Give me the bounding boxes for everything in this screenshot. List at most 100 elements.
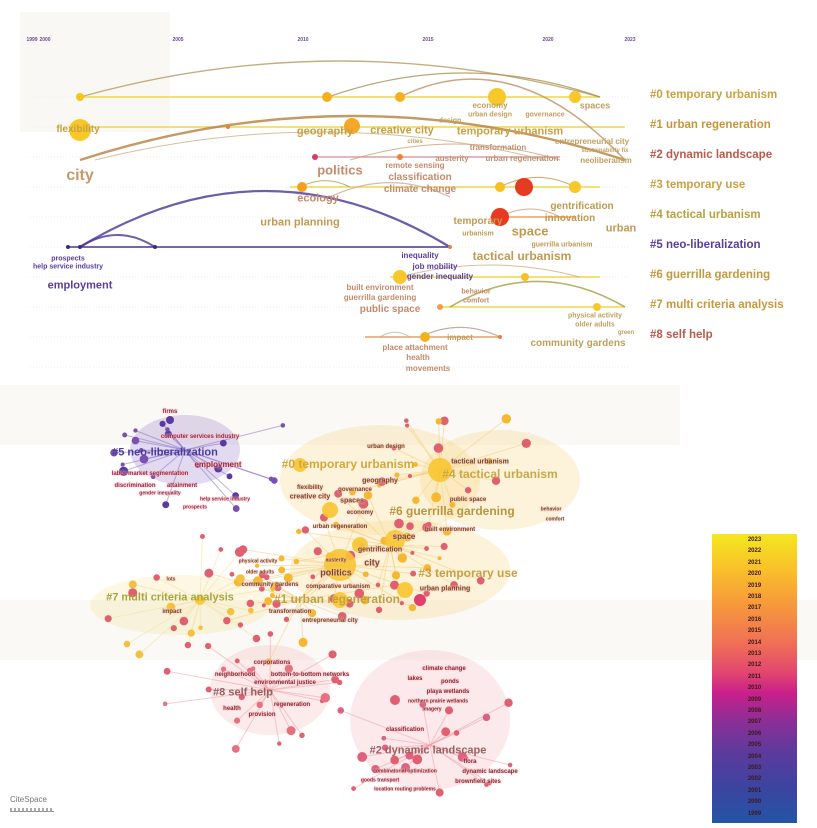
network-cluster-label[interactable]: #4 tactical urbanism: [442, 467, 558, 481]
timeline-cluster-label[interactable]: #1 urban regeneration: [650, 119, 771, 131]
timeline-keyword-label: entrepreneurial city: [554, 137, 630, 146]
network-node: [310, 574, 316, 580]
network-keyword-label: built environment: [424, 527, 476, 533]
timeline-keyword-label: gentrification: [550, 201, 614, 212]
network-keyword-label: urban planning: [419, 585, 471, 593]
co-occurrence-arc: [329, 182, 451, 198]
network-node: [231, 744, 240, 753]
timeline-cluster-label[interactable]: #0 temporary urbanism: [650, 89, 778, 101]
network-node: [390, 755, 400, 765]
network-edge: [429, 744, 511, 766]
timeline-cluster-label[interactable]: #5 neo-liberalization: [650, 239, 761, 251]
network-node: [414, 594, 426, 606]
network-edge: [235, 689, 271, 750]
network-keyword-label: classification: [385, 727, 425, 733]
network-node: [397, 582, 413, 598]
network-node: [159, 420, 166, 427]
network-node: [375, 582, 381, 588]
network-node: [507, 762, 513, 768]
network-node: [271, 477, 278, 484]
timeline-cluster-label[interactable]: #6 guerrilla gardening: [650, 269, 771, 281]
timeline-cluster-label[interactable]: #8 self help: [650, 329, 713, 341]
network-cluster-label[interactable]: #0 temporary urbanism: [281, 457, 415, 471]
network-cluster-label[interactable]: #5 neo-liberalization: [112, 446, 218, 459]
co-occurrence-arc: [499, 176, 576, 188]
network-edge: [223, 668, 271, 691]
network-cluster-label[interactable]: #1 urban regeneration: [273, 592, 401, 606]
network-node: [120, 462, 125, 467]
legend-year-label: 2004: [747, 753, 762, 760]
network-node: [453, 730, 460, 736]
timeline-keyword-label: sustainability fix: [581, 148, 629, 154]
network-keyword-label: governance: [338, 487, 372, 493]
network-node: [424, 546, 429, 551]
network-node: [219, 439, 227, 447]
network-edge: [184, 449, 237, 509]
network-node: [269, 592, 276, 599]
timeline-cluster-label[interactable]: #4 tactical urbanism: [650, 209, 761, 221]
network-node: [163, 667, 171, 675]
network-keyword-label: behavior: [540, 506, 562, 513]
network-node: [476, 576, 485, 585]
network-edge: [269, 689, 326, 699]
network-node: [138, 447, 144, 453]
network-node: [238, 693, 245, 701]
timeline-keyword-label: design: [438, 117, 462, 125]
network-keyword-label: firms: [162, 409, 178, 415]
network-node: [184, 641, 192, 649]
network-node: [442, 526, 452, 536]
keyword-node: [344, 118, 360, 134]
network-node: [406, 522, 414, 530]
network-node: [250, 666, 256, 671]
network-node: [258, 586, 265, 592]
timeline-keyword-label: help service industry: [32, 263, 104, 271]
network-cluster-label[interactable]: #2 dynamic landscape: [369, 744, 487, 757]
network-node: [349, 488, 356, 496]
network-node: [412, 754, 423, 765]
network-node: [433, 443, 444, 453]
network-node: [404, 418, 409, 423]
network-edge: [299, 584, 395, 601]
network-node: [234, 658, 240, 664]
network-node: [385, 530, 405, 550]
network-cluster-label[interactable]: #6 guerrilla gardening: [389, 504, 515, 518]
timeline-cluster-label[interactable]: #3 temporary use: [650, 179, 746, 191]
timeline-keyword-label: cities: [407, 139, 423, 145]
network-node: [322, 502, 338, 518]
timeline-keyword-label: guerrilla urbanism: [531, 241, 593, 249]
network-node: [501, 414, 512, 424]
network-edge: [165, 689, 271, 705]
network-keyword-label: imagery: [422, 706, 442, 713]
network-keyword-label: lakes: [407, 676, 423, 682]
timeline-keyword-label: politics: [317, 162, 363, 178]
network-keyword-label: urban design: [367, 444, 405, 450]
legend-year-label: 2011: [747, 673, 762, 680]
network-edge: [337, 493, 391, 546]
network-node: [214, 464, 223, 473]
network-node: [360, 595, 370, 605]
timeline-cluster-label[interactable]: #2 dynamic landscape: [650, 149, 773, 161]
network-node: [278, 566, 286, 574]
network-edge: [184, 449, 275, 481]
network-node: [293, 458, 307, 472]
network-cluster-label[interactable]: #7 multi criteria analysis: [106, 591, 234, 604]
network-edge: [156, 577, 201, 601]
network-node: [404, 423, 410, 428]
network-edge: [389, 544, 455, 586]
keyword-node: [69, 119, 91, 141]
network-node: [435, 788, 444, 797]
keyword-node: [515, 178, 533, 196]
network-cluster-label[interactable]: #8 self help: [213, 686, 273, 699]
network-edge: [173, 599, 201, 629]
network-node: [122, 432, 128, 438]
timeline-keyword-label: temporary: [453, 216, 503, 227]
network-cluster-label[interactable]: #3 temporary use: [418, 566, 518, 580]
timeline-cluster-label[interactable]: #7 multi criteria analysis: [650, 299, 784, 311]
timeline-keyword-label: temporary urbanism: [456, 125, 564, 138]
network-keyword-label: help service industry: [199, 496, 251, 503]
network-node: [205, 686, 212, 693]
network-node: [301, 526, 310, 534]
network-node: [390, 695, 400, 705]
network-edge: [242, 548, 341, 566]
network-node: [412, 496, 420, 504]
